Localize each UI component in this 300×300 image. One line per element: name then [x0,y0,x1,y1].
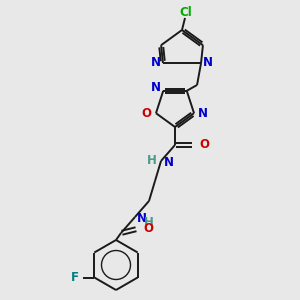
Text: Cl: Cl [180,7,192,20]
Text: O: O [141,107,151,120]
Text: H: H [147,154,157,166]
Text: N: N [151,81,161,94]
Text: N: N [203,56,213,70]
Text: H: H [144,217,154,230]
Text: F: F [71,271,79,284]
Text: O: O [199,139,209,152]
Text: N: N [151,56,161,70]
Text: N: N [198,107,208,120]
Text: O: O [143,221,153,235]
Text: N: N [137,212,147,224]
Text: N: N [164,155,174,169]
